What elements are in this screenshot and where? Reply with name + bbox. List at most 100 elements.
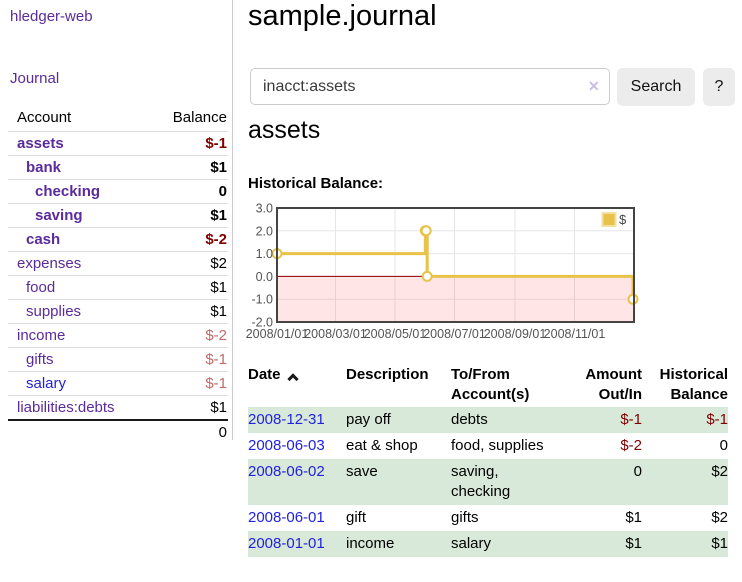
transaction-accounts: debts — [451, 411, 488, 428]
sidebar-account-cash[interactable]: cash — [26, 231, 61, 248]
x-tick-label: 2008/09/01 — [484, 327, 547, 341]
x-tick-label: 2008/07/01 — [423, 327, 486, 341]
column-header-label: Amount Out/In — [585, 366, 642, 403]
account-row: bank $1 — [8, 155, 228, 180]
transaction-accounts: salary — [451, 535, 492, 552]
transaction-balance: $2 — [711, 463, 728, 480]
transaction-date-cell: 2008-01-01 — [248, 531, 346, 557]
transaction-date-link[interactable]: 2008-01-01 — [248, 535, 325, 552]
transaction-balance: $1 — [711, 535, 728, 552]
help-button[interactable]: ? — [703, 68, 735, 106]
sidebar-account-income[interactable]: income — [17, 327, 66, 344]
column-header-amount-out-in: Amount Out/In — [571, 363, 642, 407]
sidebar-account-expenses[interactable]: expenses — [17, 255, 82, 272]
account-row: expenses $2 — [8, 251, 228, 276]
main-content: sample.journal ✕ Search ? assets Histori… — [246, 0, 742, 582]
transaction-amount: $-2 — [620, 437, 642, 454]
account-balance: $2 — [145, 251, 228, 276]
account-balance: $1 — [145, 155, 228, 180]
app-title-link[interactable]: hledger-web — [10, 8, 93, 25]
sidebar-account-food[interactable]: food — [26, 279, 56, 296]
sidebar-item-journal[interactable]: Journal — [10, 70, 60, 87]
y-tick-label: -1.0 — [251, 293, 273, 307]
chart-title: Historical Balance: — [248, 175, 384, 192]
transaction-balance: $-1 — [706, 411, 728, 428]
transaction-date-link[interactable]: 2008-06-03 — [248, 437, 325, 454]
sidebar-account-saving[interactable]: saving — [35, 207, 83, 224]
column-header-description: Description — [346, 363, 451, 407]
transaction-balance: 0 — [719, 437, 728, 454]
plot-border — [276, 207, 635, 323]
transaction-description: eat & shop — [346, 437, 418, 454]
sidebar-account-gifts[interactable]: gifts — [26, 351, 54, 368]
account-balance: $-1 — [145, 371, 228, 396]
accounts-total-row: 0 — [8, 419, 228, 444]
transaction-date-cell: 2008-06-02 — [248, 459, 346, 505]
account-row: food $1 — [8, 275, 228, 300]
column-header-date[interactable]: Date — [248, 363, 346, 407]
account-row: liabilities:debts $1 — [8, 395, 228, 420]
account-balance: $1 — [145, 203, 228, 228]
transaction-amount: $-1 — [620, 411, 642, 428]
transaction-row: 2008-01-01 income salary $1 $1 — [248, 531, 728, 557]
account-row: supplies $1 — [8, 299, 228, 324]
account-balance: $-1 — [145, 347, 228, 372]
column-header-label: Description — [346, 366, 429, 383]
sidebar-account-checking[interactable]: checking — [35, 183, 101, 200]
account-row: salary $-1 — [8, 371, 228, 396]
transaction-row: 2008-06-03 eat & shop food, supplies $-2 0 — [248, 433, 728, 459]
search-button[interactable]: Search — [617, 68, 695, 106]
account-balance: $1 — [145, 299, 228, 324]
clear-search-icon[interactable]: ✕ — [588, 78, 600, 94]
register-table: Date Description To/From Account(s) Amount … — [248, 363, 728, 557]
data-point-marker — [420, 225, 432, 237]
sidebar-account-bank[interactable]: bank — [26, 159, 62, 176]
account-balance: $-1 — [145, 131, 228, 156]
account-balance: $1 — [145, 275, 228, 300]
account-balance: 0 — [145, 179, 228, 204]
transaction-date-link[interactable]: 2008-06-02 — [248, 463, 325, 480]
column-header-label: Historical Balance — [659, 366, 728, 403]
accounts-header-balance: Balance — [172, 109, 227, 126]
search-input[interactable] — [250, 68, 610, 105]
transaction-row: 2008-06-01 gift gifts $1 $2 — [248, 505, 728, 531]
y-tick-label: 2.0 — [256, 224, 273, 238]
sidebar: hledger-web Journal Account Balance asse… — [0, 0, 233, 444]
transaction-date-link[interactable]: 2008-06-01 — [248, 509, 325, 526]
sidebar-account-supplies[interactable]: supplies — [26, 303, 82, 320]
transaction-date-cell: 2008-06-01 — [248, 505, 346, 531]
account-heading: assets — [248, 116, 321, 144]
transaction-description: pay off — [346, 411, 391, 428]
transaction-accounts: gifts — [451, 509, 479, 526]
x-tick-label: 2008/03/01 — [304, 327, 367, 341]
transaction-accounts: saving, checking — [451, 463, 511, 500]
historical-balance-chart: 3.0 2.0 1.0 0.0 -1.0 -2.0 2008/01/01 2008/03/01… — [246, 196, 742, 356]
transaction-description: income — [346, 535, 395, 552]
column-header-historical-balance: Historical Balance — [642, 363, 728, 407]
y-tick-label: 1.0 — [256, 247, 273, 261]
y-tick-label: 0.0 — [256, 270, 273, 284]
account-row: cash $-2 — [8, 227, 228, 252]
transaction-amount: $1 — [625, 509, 642, 526]
transaction-description: gift — [346, 509, 367, 526]
account-row: income $-2 — [8, 323, 228, 348]
account-row: saving $1 — [8, 203, 228, 228]
sidebar-account-assets[interactable]: assets — [17, 135, 64, 152]
sidebar-account-salary[interactable]: salary — [26, 375, 67, 392]
account-balance: $-2 — [145, 227, 228, 252]
transaction-description: save — [346, 463, 378, 480]
accounts-total-balance: 0 — [145, 419, 228, 444]
transaction-date-link[interactable]: 2008-12-31 — [248, 411, 325, 428]
chart-canvas: 3.0 2.0 1.0 0.0 -1.0 -2.02008/01/012008/03/01… — [246, 202, 639, 341]
x-tick-label: 2008/05/01 — [364, 327, 427, 341]
transaction-balance: $2 — [711, 509, 728, 526]
transaction-amount: 0 — [633, 463, 642, 480]
sidebar-account-liabilities-debts[interactable]: liabilities:debts — [17, 399, 115, 416]
y-tick-label: -2.0 — [251, 316, 273, 330]
accounts-header-account: Account — [17, 109, 72, 126]
legend-label: $ — [619, 212, 627, 227]
y-tick-label: 3.0 — [256, 202, 273, 216]
accounts-table: Account Balance assets $-1 bank $1 checking 0… — [8, 106, 228, 444]
accounts-header-row: Account Balance — [8, 106, 228, 132]
sort-ascending-icon — [286, 373, 299, 385]
